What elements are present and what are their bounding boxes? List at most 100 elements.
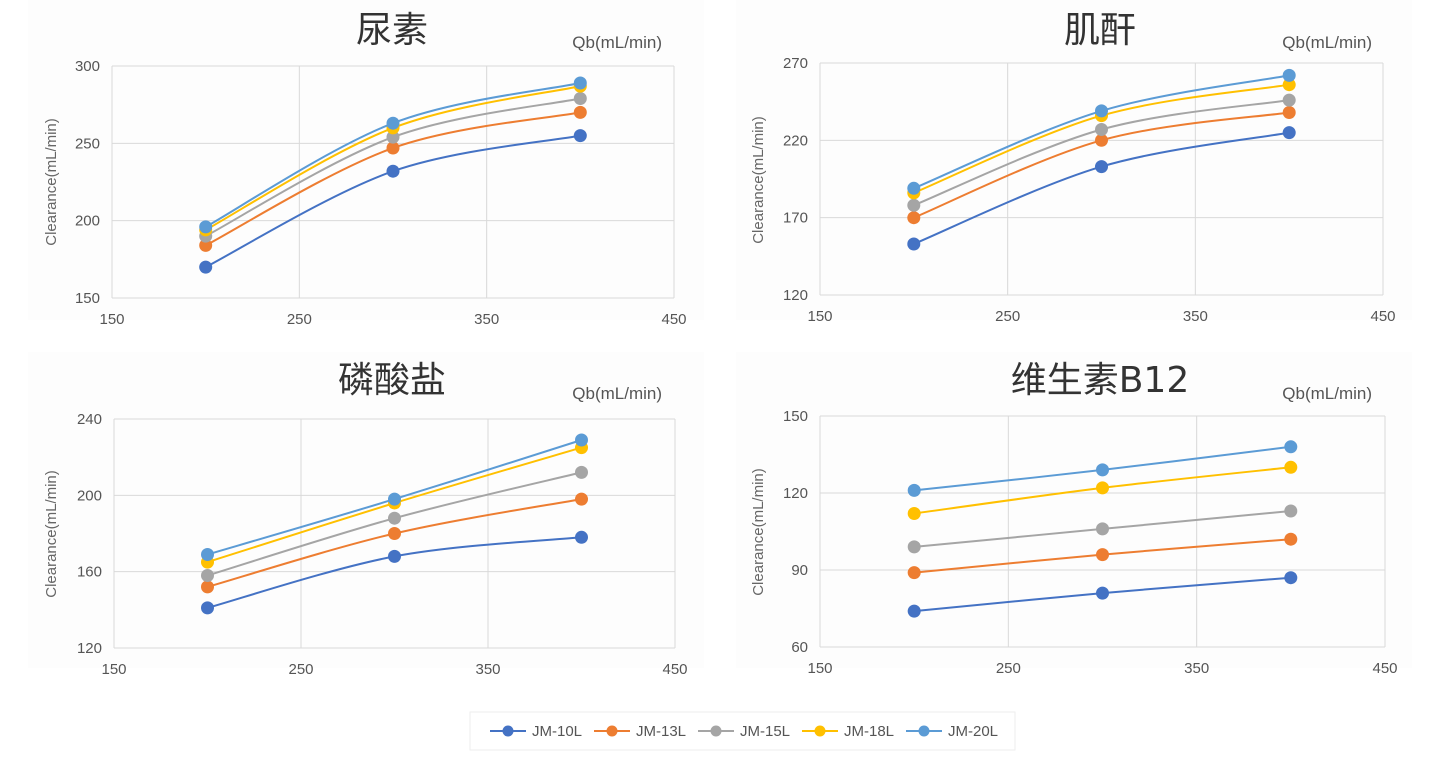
y-axis-label: Clearance(mL/min) (750, 468, 767, 596)
data-point (1095, 133, 1108, 147)
data-point (1284, 532, 1298, 546)
legend-item: JM-20L (906, 723, 998, 740)
y-axis-label: Clearance(mL/min) (750, 116, 767, 244)
x-tick-label: 150 (99, 311, 124, 328)
data-point (907, 198, 921, 212)
y-tick-label: 60 (791, 639, 808, 656)
y-tick-label: 170 (783, 210, 808, 227)
x-tick-label: 450 (1370, 308, 1395, 325)
y-tick-label: 250 (75, 135, 100, 152)
data-point (386, 164, 400, 178)
x-tick-label: 250 (996, 660, 1021, 677)
y-axis-label: Clearance(mL/min) (43, 118, 60, 246)
y-tick-label: 120 (783, 287, 808, 304)
data-point (199, 220, 213, 234)
x-tick-label: 250 (995, 308, 1020, 325)
x-tick-label: 350 (1183, 308, 1208, 325)
series-JM-13L (907, 106, 1296, 225)
x-tick-label: 450 (661, 311, 686, 328)
data-point (907, 566, 921, 580)
y-tick-label: 150 (783, 408, 808, 425)
data-point (907, 483, 921, 497)
legend: JM-10L JM-13L JM-15L JM-18L JM-20L (469, 711, 1016, 751)
chart-panel (736, 352, 1412, 668)
data-point (388, 527, 401, 540)
data-point (1284, 440, 1298, 454)
data-point (201, 548, 214, 561)
chart-1: 尿素 Qb(mL/min) Clearance(mL/min) 150 250 350 45… (28, 0, 704, 328)
y-tick-label: 240 (77, 411, 102, 428)
series-JM-15L (907, 504, 1298, 554)
data-point (907, 211, 921, 225)
x-tick-label: 150 (807, 660, 832, 677)
legend-marker (606, 725, 618, 737)
data-point (1284, 504, 1298, 518)
data-point (907, 507, 921, 520)
legend-label: JM-13L (636, 723, 686, 740)
data-point (1096, 481, 1109, 495)
chart-3: 磷酸盐 Qb(mL/min) Clearance(mL/min) 150 250 350 4… (28, 352, 704, 678)
data-point (575, 465, 588, 479)
data-point (1096, 463, 1109, 477)
series-JM-10L (907, 571, 1298, 618)
x-tick-label: 350 (1184, 660, 1209, 677)
data-point (1282, 78, 1296, 92)
legend-item: JM-13L (594, 723, 686, 740)
y-tick-label: 90 (791, 562, 808, 579)
legend-label: JM-15L (740, 723, 790, 740)
data-point (199, 260, 213, 274)
x-tick-label: 350 (474, 311, 499, 328)
legend-marker (502, 725, 514, 737)
series-JM-13L (907, 532, 1298, 580)
series-JM-20L (201, 433, 588, 561)
data-point (575, 492, 588, 506)
legend-item: JM-18L (802, 723, 894, 740)
data-point (1095, 160, 1108, 174)
data-point (386, 130, 400, 144)
data-point (1096, 586, 1109, 600)
data-point (1282, 68, 1296, 82)
legend-item: JM-10L (490, 723, 582, 740)
x-tick-label: 450 (1372, 660, 1397, 677)
data-point (573, 129, 587, 143)
chart-title: 磷酸盐 (338, 360, 446, 401)
legend-marker (918, 725, 930, 737)
series-JM-20L (907, 440, 1298, 497)
y-tick-label: 300 (75, 58, 100, 75)
x-tick-label: 250 (288, 661, 313, 678)
data-point (388, 549, 401, 563)
series-JM-20L (907, 68, 1296, 195)
series-JM-15L (907, 93, 1296, 212)
series-JM-13L (199, 105, 587, 252)
series-JM-13L (201, 492, 588, 594)
data-point (1282, 106, 1296, 119)
series-JM-10L (199, 129, 587, 274)
data-point (573, 76, 587, 90)
chart-title: 尿素 (356, 10, 428, 51)
data-point (575, 433, 588, 447)
data-point (388, 511, 401, 525)
data-point (1095, 104, 1108, 118)
data-point (1096, 522, 1109, 536)
chart-title: 维生素B12 (1011, 360, 1190, 401)
series-JM-10L (907, 126, 1296, 251)
legend-label: JM-10L (532, 723, 582, 740)
data-point (573, 92, 587, 105)
data-point (907, 604, 921, 618)
data-point (907, 181, 921, 195)
x-tick-label: 250 (287, 311, 312, 328)
chart-panel (28, 352, 704, 668)
y-tick-label: 120 (77, 640, 102, 657)
x-tick-label: 150 (807, 308, 832, 325)
y-tick-label: 270 (783, 55, 808, 72)
data-point (386, 141, 400, 155)
y-tick-label: 120 (783, 485, 808, 502)
data-point (201, 580, 214, 594)
data-point (386, 116, 400, 130)
data-point (573, 105, 587, 119)
data-point (1284, 460, 1298, 474)
y-tick-label: 200 (77, 487, 102, 504)
data-point (388, 492, 401, 506)
chart-4: 维生素B12 Qb(mL/min) Clearance(mL/min) 150 250 3… (736, 352, 1412, 677)
